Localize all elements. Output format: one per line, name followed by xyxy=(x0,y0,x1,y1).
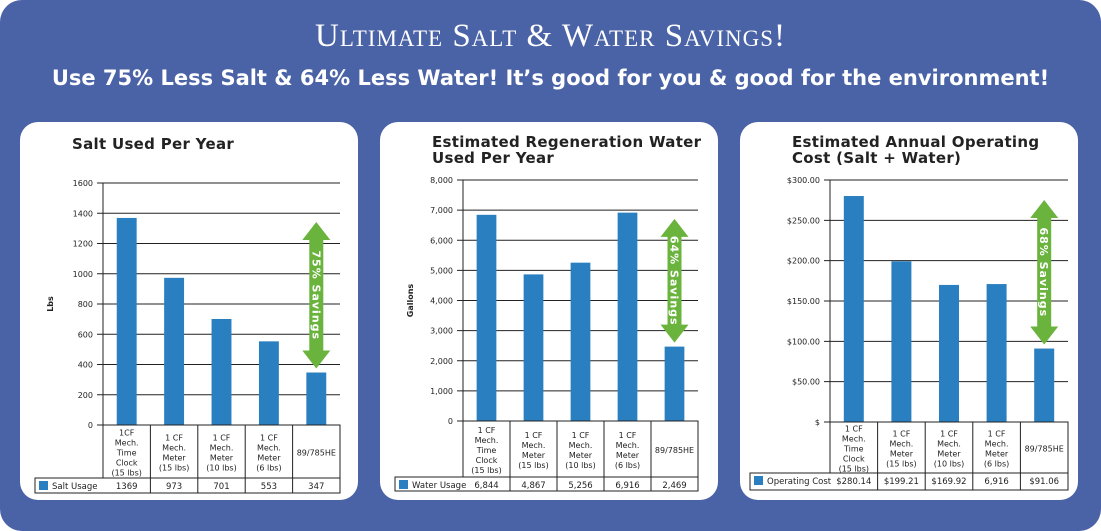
y-tick-label: 600 xyxy=(78,330,93,339)
y-tick-label: 6,000 xyxy=(430,236,453,245)
y-tick-label: 1,000 xyxy=(430,387,453,396)
category-label: 89/785HE xyxy=(297,449,336,458)
chart-title: Estimated Regeneration Water Used Per Ye… xyxy=(432,133,702,167)
table-value: 5,256 xyxy=(568,481,592,491)
table-value: 2,469 xyxy=(662,481,686,491)
category-label: 1 CF Mech. Meter (6 lbs) xyxy=(615,431,640,470)
savings-annotation: 68% Savings xyxy=(1037,227,1050,317)
legend-label: Water Usage xyxy=(412,481,466,491)
chart-title: Salt Used Per Year xyxy=(72,135,235,153)
y-tick-label: 1200 xyxy=(73,240,93,249)
table-value: 1369 xyxy=(116,482,138,492)
y-tick-label: 1600 xyxy=(73,179,93,188)
savings-arrow-icon xyxy=(1030,200,1059,345)
salt-chart: 0 200 400 600 800 1000 1200 1400 1600 Lbs 1CF Mech.… xyxy=(34,179,341,494)
cost-chart-panel: Estimated Annual Operating Cost (Salt + … xyxy=(740,122,1078,500)
y-tick-label: $250.00 xyxy=(787,216,820,225)
y-tick-label: $ xyxy=(815,418,820,427)
bar xyxy=(617,212,638,421)
table-value: 347 xyxy=(308,482,324,492)
category-label: 1 CF Mech. Meter (15 lbs) xyxy=(518,431,548,470)
y-tick-label: 200 xyxy=(78,391,93,400)
y-tick-label: 400 xyxy=(78,361,93,370)
bar xyxy=(258,341,279,425)
table-value: 6,916 xyxy=(615,481,639,491)
y-tick-label: $150.00 xyxy=(787,297,820,306)
category-label: 1 CF Mech. Meter (10 lbs) xyxy=(934,430,964,469)
y-axis-label: Gallons xyxy=(406,284,415,318)
category-label: 1 CF Mech. Meter (6 lbs) xyxy=(256,434,281,473)
bar xyxy=(306,372,327,425)
bar xyxy=(664,346,685,421)
y-tick-label: 0 xyxy=(448,417,453,426)
y-tick-label: $50.00 xyxy=(792,378,820,387)
table-value: 553 xyxy=(261,482,277,492)
table-value: 6,844 xyxy=(474,481,498,491)
category-label: 1 CF Mech. Time Clock (15 lbs) xyxy=(839,425,869,474)
legend-swatch xyxy=(39,481,48,490)
legend-label: Operating Cost xyxy=(767,477,832,487)
water-chart-panel: Estimated Regeneration Water Used Per Ye… xyxy=(380,122,718,500)
savings-arrow-icon xyxy=(302,221,331,369)
bar xyxy=(476,214,497,421)
category-label: 1 CF Mech. Meter (15 lbs) xyxy=(886,430,916,469)
bar xyxy=(1034,348,1055,422)
y-axis-label: Lbs xyxy=(46,296,55,312)
y-tick-label: 0 xyxy=(88,421,93,430)
data-table-row xyxy=(394,476,699,492)
table-value: 6,916 xyxy=(984,477,1008,487)
savings-annotation: 64% Savings xyxy=(668,236,681,326)
category-label: 1 CF Mech. Meter (10 lbs) xyxy=(206,434,236,473)
table-value: 973 xyxy=(166,482,182,492)
savings-annotation: 75% Savings xyxy=(309,250,322,340)
salt-chart-panel: Salt Used Per Year 0 200 400 600 800 1000 1200… xyxy=(20,122,358,500)
y-tick-label: 3,000 xyxy=(430,327,453,336)
y-tick-label: 8,000 xyxy=(430,176,453,185)
y-tick-label: 5,000 xyxy=(430,266,453,275)
y-tick-label: $100.00 xyxy=(787,337,820,346)
bar xyxy=(843,196,864,422)
category-label: 1 CF Mech. Time Clock (15 lbs) xyxy=(471,426,501,475)
bar xyxy=(986,284,1007,422)
cost-chart: $ $50.00 $100.00 $150.00 $200.00 $250.00 $300.… xyxy=(749,176,1069,491)
category-label: 89/785HE xyxy=(655,446,694,455)
page-subtitle: Use 75% Less Salt & 64% Less Water! It’s… xyxy=(51,66,1050,90)
water-chart: 0 1,000 2,000 3,000 4,000 5,000 6,000 7,000 8,00… xyxy=(394,176,699,492)
y-tick-label: 1000 xyxy=(73,270,93,279)
y-tick-label: 1400 xyxy=(73,209,93,218)
legend-swatch xyxy=(399,480,408,489)
y-tick-label: 800 xyxy=(78,300,93,309)
savings-arrow-icon xyxy=(660,218,689,343)
bar xyxy=(939,284,959,422)
category-label: 1 CF Mech. Meter (10 lbs) xyxy=(565,431,595,470)
table-value: $280.14 xyxy=(836,477,871,487)
bar xyxy=(523,274,544,421)
legend-swatch xyxy=(754,476,763,485)
table-value: $91.06 xyxy=(1029,477,1059,487)
category-label: 89/785HE xyxy=(1025,445,1064,454)
bar xyxy=(570,262,591,421)
bar xyxy=(891,261,912,422)
table-value: 4,867 xyxy=(521,481,545,491)
y-tick-label: 4,000 xyxy=(430,297,453,306)
data-table-row xyxy=(34,477,341,494)
bar xyxy=(211,318,232,425)
table-value: $169.92 xyxy=(931,477,966,487)
legend-label: Salt Usage xyxy=(52,482,97,492)
category-label: 1 CF Mech. Meter (15 lbs) xyxy=(159,434,189,473)
bar xyxy=(164,277,185,425)
table-value: $199.21 xyxy=(884,477,919,487)
chart-title: Estimated Annual Operating Cost (Salt + … xyxy=(792,133,1040,167)
y-tick-label: 7,000 xyxy=(430,206,453,215)
y-tick-label: 2,000 xyxy=(430,357,453,366)
y-tick-label: $200.00 xyxy=(787,257,820,266)
table-value: 701 xyxy=(213,482,229,492)
y-tick-label: $300.00 xyxy=(787,176,820,185)
category-label: 1CF Mech. Time Clock (15 lbs) xyxy=(111,429,141,478)
data-table-row xyxy=(749,472,1069,491)
page-title: Ultimate Salt & Water Savings! xyxy=(314,18,787,54)
category-label: 1 CF Mech. Meter (6 lbs) xyxy=(984,430,1009,469)
bar xyxy=(116,217,137,425)
